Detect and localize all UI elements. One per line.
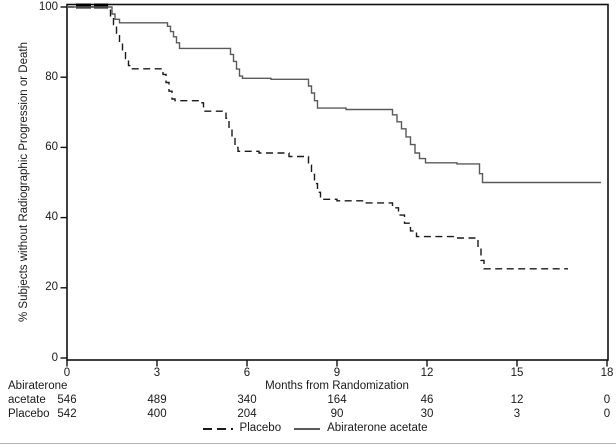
bottom-divider	[0, 443, 616, 444]
y-tick-label: 0	[51, 351, 58, 364]
km-curve-placebo	[67, 6, 568, 270]
legend-label-placebo: Placebo	[239, 422, 282, 434]
at-risk-count: 3	[513, 408, 521, 420]
at-risk-count: 546	[57, 394, 77, 406]
at-risk-count: 12	[510, 394, 524, 406]
km-curve-abiraterone-acetate	[67, 6, 601, 184]
x-tick-label: 0	[63, 367, 71, 379]
y-tick-label: 40	[45, 211, 58, 224]
censor-marks	[94, 3, 109, 9]
solid-line-swatch	[294, 427, 321, 430]
x-axis-title: Months from Randomization	[265, 380, 409, 392]
x-tick-label: 3	[153, 367, 161, 379]
legend-label-abiraterone: Abiraterone acetate	[327, 422, 428, 434]
at-risk-count: 340	[237, 394, 257, 406]
at-risk-count: 489	[147, 394, 167, 406]
y-axis-title: % Subjects without Radiographic Progress…	[18, 42, 30, 322]
at-risk-count: 204	[237, 408, 257, 420]
risk-row-label-abiraterone-line1: Abiraterone	[8, 380, 68, 392]
y-tick-label: 80	[45, 70, 58, 83]
y-tick-label: 20	[45, 281, 58, 294]
at-risk-count: 0	[603, 408, 611, 420]
dashed-line-swatch	[202, 427, 233, 430]
at-risk-count: 0	[603, 394, 611, 406]
at-risk-count: 400	[147, 408, 167, 420]
x-tick-label: 18	[600, 367, 614, 379]
legend-item-abiraterone: Abiraterone acetate	[294, 422, 427, 435]
x-tick-label: 15	[510, 367, 524, 379]
risk-row-label-placebo: Placebo	[8, 408, 50, 420]
y-tick-label: 100	[38, 0, 58, 13]
legend: Placebo Abiraterone acetate	[0, 422, 616, 435]
at-risk-count: 30	[420, 408, 434, 420]
x-tick-label: 12	[420, 367, 434, 379]
risk-row-label-abiraterone-line2: acetate	[8, 394, 46, 406]
at-risk-count: 90	[330, 408, 344, 420]
at-risk-count: 164	[327, 394, 347, 406]
y-tick-label: 60	[45, 140, 58, 153]
legend-item-placebo: Placebo	[202, 422, 282, 435]
x-tick-label: 6	[243, 367, 251, 379]
at-risk-count: 46	[420, 394, 434, 406]
x-tick-label: 9	[333, 367, 341, 379]
at-risk-count: 542	[57, 408, 77, 420]
censor-marks	[76, 3, 91, 9]
